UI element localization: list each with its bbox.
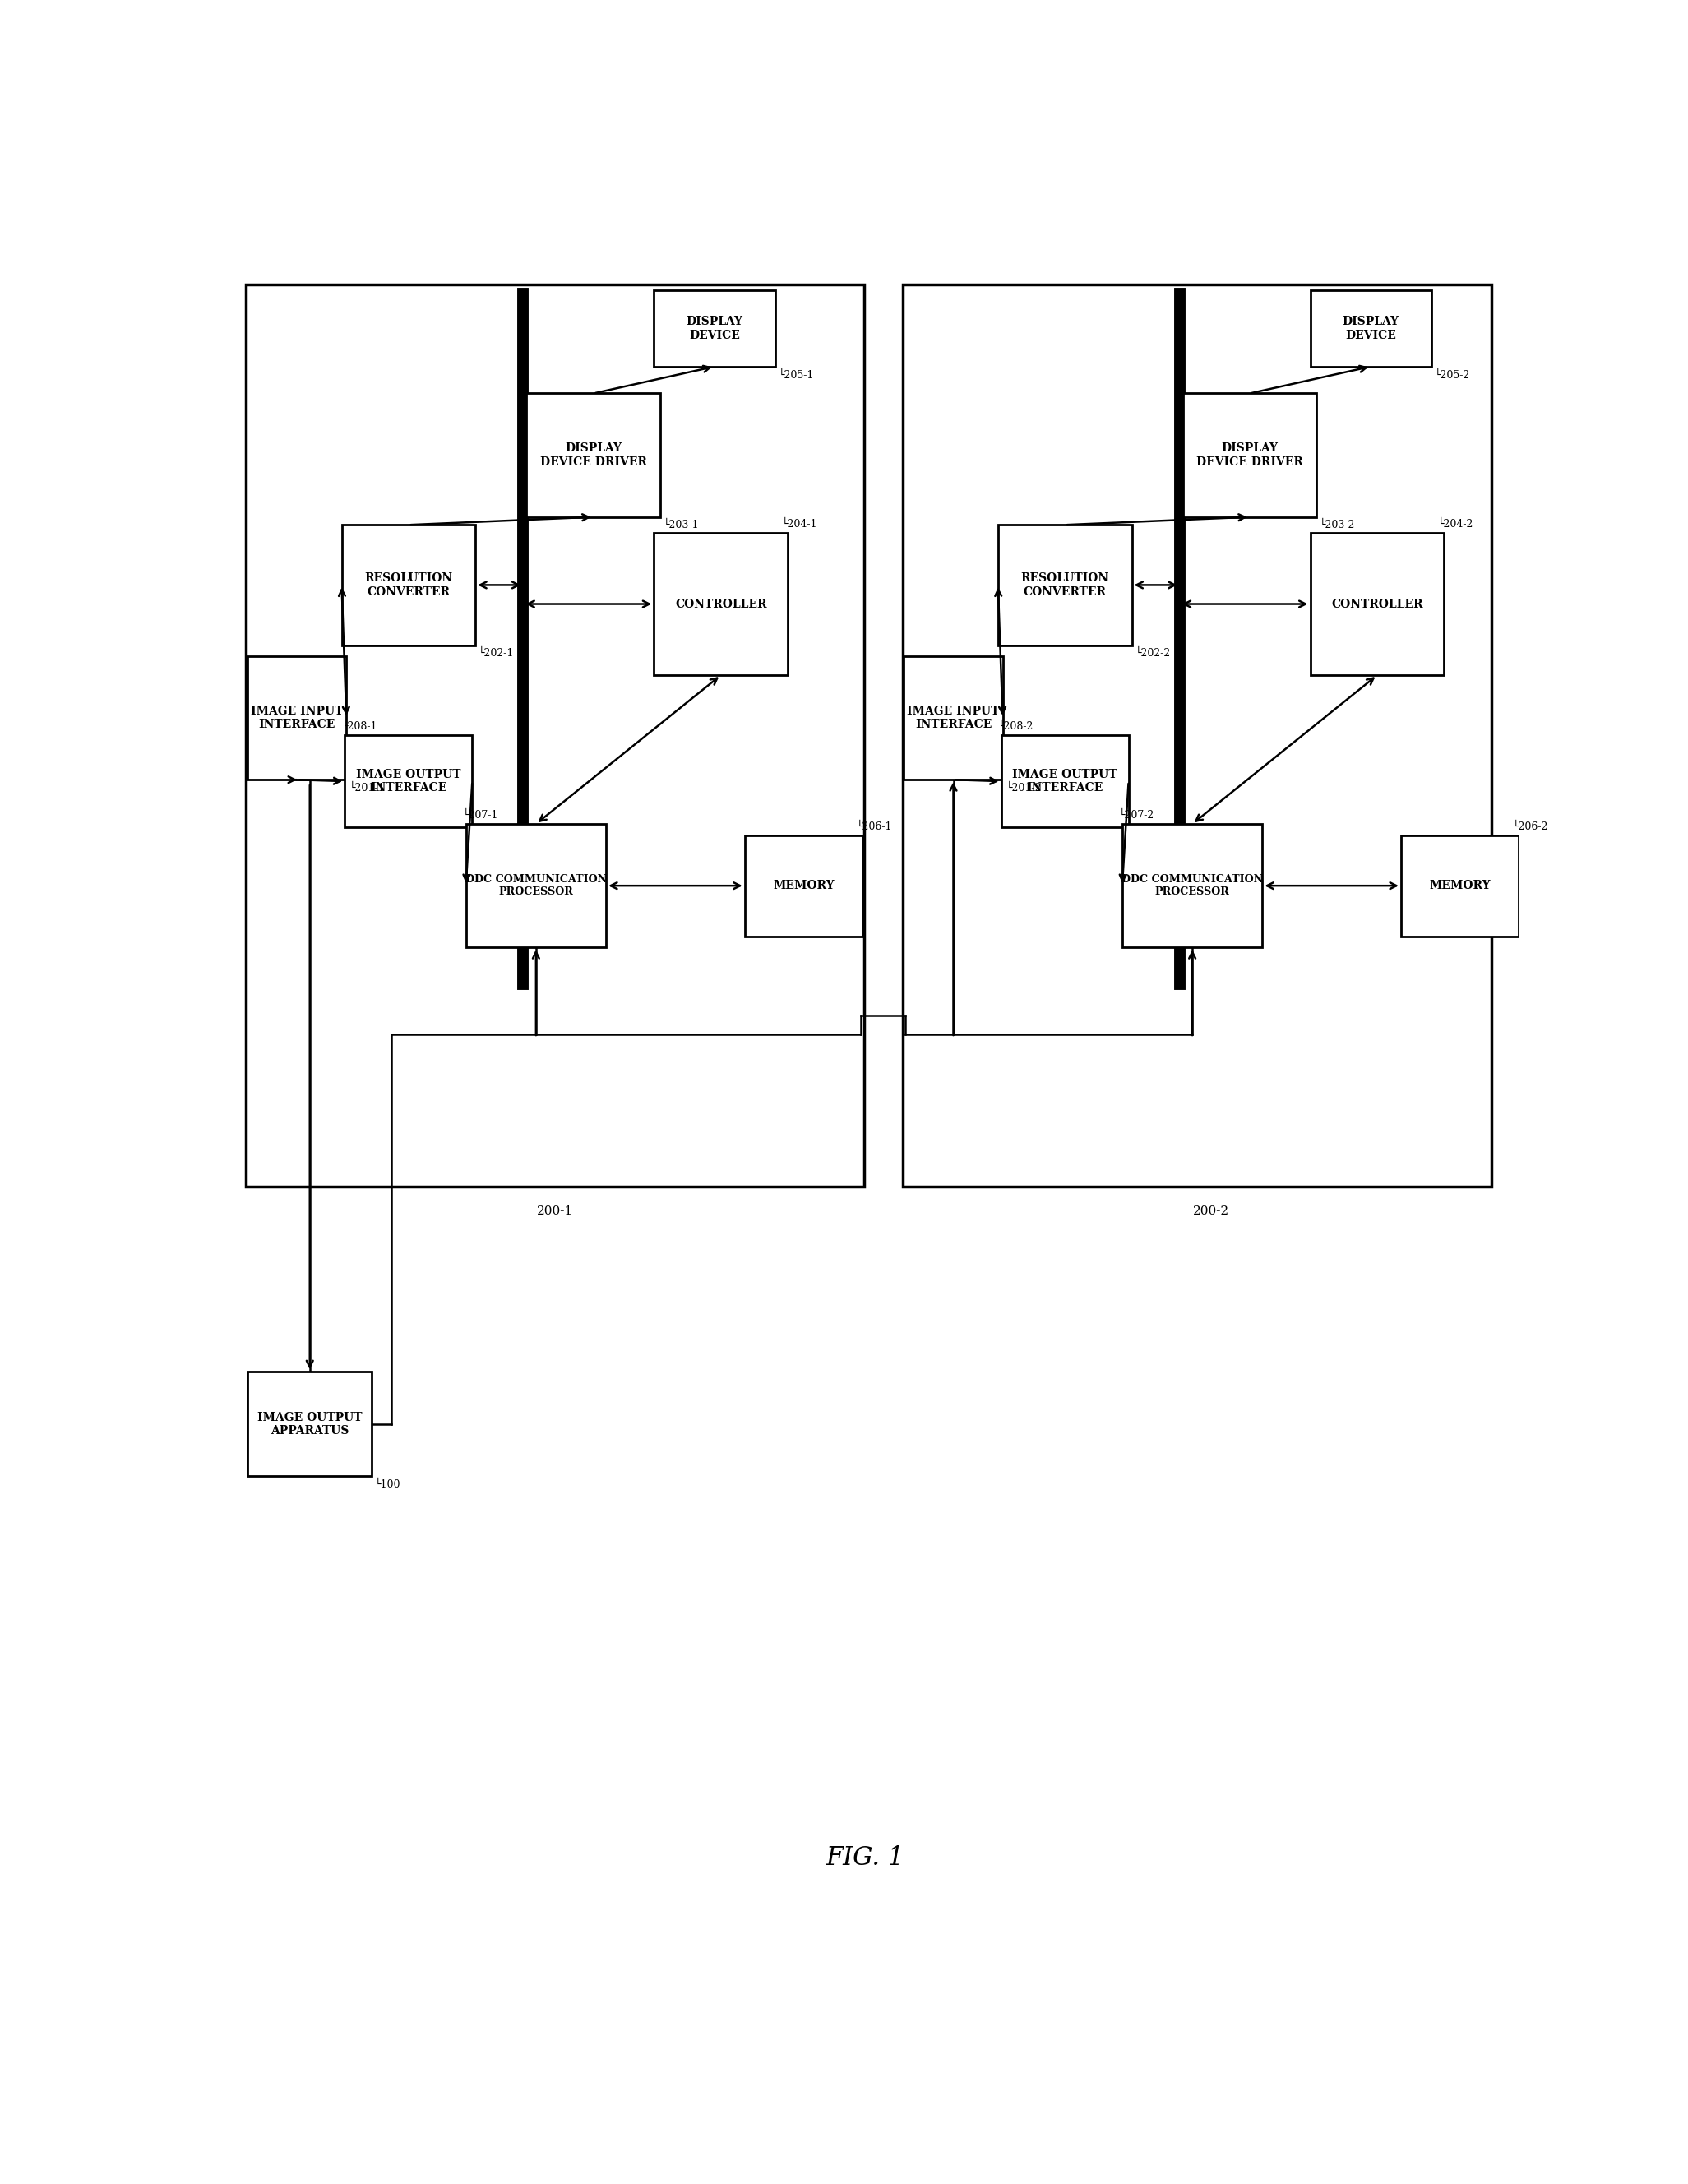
Text: └205-2: └205-2 — [1435, 369, 1470, 380]
Bar — [248, 655, 346, 780]
Bar — [466, 823, 606, 948]
Bar — [905, 655, 1003, 780]
Text: └204-1: └204-1 — [782, 520, 817, 529]
Text: CONTROLLER: CONTROLLER — [1332, 598, 1423, 609]
Bar — [998, 524, 1131, 644]
Text: DISPLAY
DEVICE: DISPLAY DEVICE — [1342, 317, 1399, 341]
Text: └205-1: └205-1 — [778, 369, 814, 380]
Text: └201-1: └201-1 — [349, 782, 385, 793]
Text: IMAGE OUTPUT
APPARATUS: IMAGE OUTPUT APPARATUS — [257, 1411, 363, 1437]
Bar — [653, 290, 775, 367]
Text: └202-2: └202-2 — [1134, 649, 1170, 660]
Bar — [903, 284, 1492, 1186]
Bar — [744, 834, 863, 937]
Bar — [527, 393, 660, 518]
Text: └206-2: └206-2 — [1512, 821, 1548, 832]
Bar — [653, 533, 788, 675]
Text: IMAGE INPUT
INTERFACE: IMAGE INPUT INTERFACE — [906, 705, 999, 729]
Text: CONTROLLER: CONTROLLER — [675, 598, 766, 609]
Bar — [344, 736, 473, 828]
Text: └202-1: └202-1 — [479, 649, 515, 660]
Bar — [1001, 736, 1129, 828]
Text: IMAGE OUTPUT
INTERFACE: IMAGE OUTPUT INTERFACE — [1013, 769, 1117, 793]
Text: FIG. 1: FIG. 1 — [825, 1845, 905, 1870]
Text: └207-2: └207-2 — [1119, 810, 1155, 821]
Text: └100: └100 — [375, 1479, 402, 1489]
Text: DDC COMMUNICATION
PROCESSOR: DDC COMMUNICATION PROCESSOR — [1121, 874, 1263, 898]
Text: DISPLAY
DEVICE DRIVER: DISPLAY DEVICE DRIVER — [1197, 443, 1303, 467]
Text: DISPLAY
DEVICE DRIVER: DISPLAY DEVICE DRIVER — [540, 443, 647, 467]
Text: └207-1: └207-1 — [463, 810, 498, 821]
Text: └204-2: └204-2 — [1438, 520, 1474, 529]
Text: └203-1: └203-1 — [663, 520, 699, 531]
Text: 200-1: 200-1 — [537, 1206, 574, 1216]
Text: RESOLUTION
CONVERTER: RESOLUTION CONVERTER — [1021, 572, 1109, 598]
Bar — [1401, 834, 1519, 937]
Text: └208-1: └208-1 — [341, 721, 378, 732]
Text: └206-1: └206-1 — [856, 821, 891, 832]
Text: IMAGE INPUT
INTERFACE: IMAGE INPUT INTERFACE — [252, 705, 343, 729]
Bar — [1310, 290, 1431, 367]
Text: DDC COMMUNICATION
PROCESSOR: DDC COMMUNICATION PROCESSOR — [466, 874, 608, 898]
Text: └201-2: └201-2 — [1006, 782, 1041, 793]
Text: RESOLUTION
CONVERTER: RESOLUTION CONVERTER — [365, 572, 452, 598]
Text: MEMORY: MEMORY — [773, 880, 834, 891]
Bar — [248, 1372, 371, 1476]
Text: IMAGE OUTPUT
INTERFACE: IMAGE OUTPUT INTERFACE — [356, 769, 461, 793]
Bar — [1310, 533, 1443, 675]
Text: MEMORY: MEMORY — [1430, 880, 1491, 891]
Bar — [246, 284, 864, 1186]
Text: DISPLAY
DEVICE: DISPLAY DEVICE — [685, 317, 743, 341]
Bar — [341, 524, 476, 644]
Text: └208-2: └208-2 — [998, 721, 1033, 732]
Text: └203-2: └203-2 — [1320, 520, 1355, 531]
Bar — [1123, 823, 1263, 948]
Bar — [1183, 393, 1317, 518]
Text: 200-2: 200-2 — [1193, 1206, 1229, 1216]
